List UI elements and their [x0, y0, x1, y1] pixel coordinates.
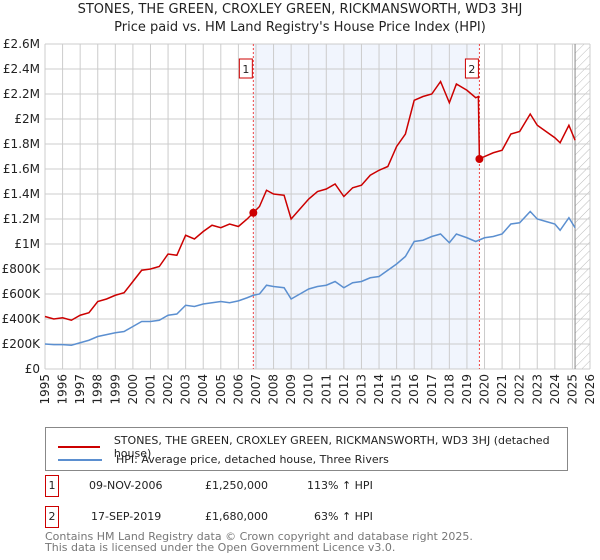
red-line-swatch [58, 446, 100, 448]
x-tick-label: 2010 [302, 374, 316, 405]
y-tick-label: £1.4M [3, 187, 40, 201]
x-tick-label: 2021 [495, 374, 509, 405]
x-tick-label: 2018 [442, 374, 456, 405]
copyright-text: Contains HM Land Registry data © Crown c… [45, 530, 473, 543]
y-tick-label: £2.4M [3, 62, 40, 76]
x-tick-label: 2014 [372, 374, 386, 405]
y-tick-label: £1.8M [3, 137, 40, 151]
x-tick-label: 2024 [548, 374, 562, 405]
legend: STONES, THE GREEN, CROXLEY GREEN, RICKMA… [45, 427, 568, 471]
sale-point [249, 208, 258, 217]
x-tick-label: 2013 [354, 374, 368, 405]
x-tick-label: 2023 [530, 374, 544, 405]
x-tick-label: 1995 [38, 374, 52, 405]
sale-price: £1,680,000 [205, 510, 268, 523]
chart-title: STONES, THE GREEN, CROXLEY GREEN, RICKMA… [77, 2, 523, 17]
y-tick-label: £1.2M [3, 212, 40, 226]
sale-label-border [464, 58, 479, 79]
chart-subtitle: Price paid vs. HM Land Registry's House … [114, 20, 486, 35]
sale-marker-badge: 1 [45, 475, 59, 497]
x-tick-label: 2019 [460, 374, 474, 405]
legend-label: STONES, THE GREEN, CROXLEY GREEN, RICKMA… [113, 434, 550, 460]
sale-hpi-change: 63% ↑ HPI [314, 510, 373, 523]
x-tick-label: 2026 [583, 374, 597, 405]
sale-label-text: 2 [468, 63, 475, 76]
x-tick-label: 2016 [407, 374, 421, 405]
y-tick-label: £800K [2, 262, 42, 276]
x-tick-label: 2000 [126, 374, 140, 405]
x-tick-label: 2003 [179, 374, 193, 405]
x-tick-label: 2025 [565, 374, 579, 405]
sale-row: 2 17-SEP-2019 £1,680,000 63% ↑ HPI [45, 506, 445, 528]
x-tick-label: 2008 [267, 374, 281, 405]
x-tick-label: 2022 [513, 374, 527, 405]
x-tick-label: 2004 [196, 374, 210, 405]
series-line [44, 210, 576, 347]
forecast-hatch-region [575, 44, 590, 369]
sale-label-box: 2 [464, 58, 479, 79]
sale-point [475, 155, 484, 163]
x-tick-label: 2015 [390, 374, 404, 405]
x-tick-label: 2007 [249, 374, 263, 405]
x-tick-label: 2005 [214, 374, 228, 405]
plot-area: £0 £200K £400K £600K £800K £1M £1.2M £1.4M £1.6M… [2, 37, 597, 405]
sale-price: £1,250,000 [205, 479, 268, 492]
footer: Contains HM Land Registry data © Crown c… [45, 531, 473, 553]
x-tick-label: 2012 [337, 374, 351, 405]
x-tick-label: 1999 [108, 374, 122, 405]
legend-item-hpi: HPI: Average price, detached house, Thre… [58, 453, 389, 466]
sale-marker-badge: 2 [45, 506, 59, 528]
x-tick-label: 2001 [143, 374, 157, 405]
y-tick-label: £2M [14, 112, 40, 126]
blue-line-swatch [58, 458, 102, 461]
sale-date: 17-SEP-2019 [91, 510, 162, 523]
sale-label-text: 1 [242, 63, 249, 76]
x-tick-label: 2009 [284, 374, 298, 405]
sale-date: 09-NOV-2006 [89, 479, 163, 492]
y-tick-label: £0 [25, 362, 40, 376]
sale-label-border [238, 58, 253, 79]
y-tick-label: £2.6M [3, 37, 40, 51]
series-line [44, 79, 576, 322]
x-tick-label: 2020 [478, 374, 492, 405]
legend-label: HPI: Average price, detached house, Thre… [116, 453, 389, 466]
x-tick-label: 1997 [73, 374, 87, 405]
y-tick-label: £2.2M [3, 87, 40, 101]
y-tick-label: £400K [2, 312, 42, 326]
sale-label-box: 1 [238, 58, 253, 79]
x-tick-label: 2017 [425, 374, 439, 405]
x-tick-label: 1998 [91, 374, 105, 405]
legend-item-property: STONES, THE GREEN, CROXLEY GREEN, RICKMA… [58, 434, 567, 460]
sale-row: 1 09-NOV-2006 £1,250,000 113% ↑ HPI [45, 475, 445, 497]
y-tick-label: £600K [2, 287, 42, 301]
y-tick-label: £1M [14, 237, 40, 251]
y-tick-label: £1.6M [3, 162, 40, 176]
x-tick-label: 2006 [231, 374, 245, 405]
sale-hpi-change: 113% ↑ HPI [307, 479, 373, 492]
y-tick-label: £200K [2, 337, 42, 351]
licence-text: This data is licensed under the Open Gov… [45, 541, 396, 554]
x-tick-label: 1996 [56, 374, 70, 405]
x-tick-label: 2002 [161, 374, 175, 405]
x-tick-label: 2011 [319, 374, 333, 405]
